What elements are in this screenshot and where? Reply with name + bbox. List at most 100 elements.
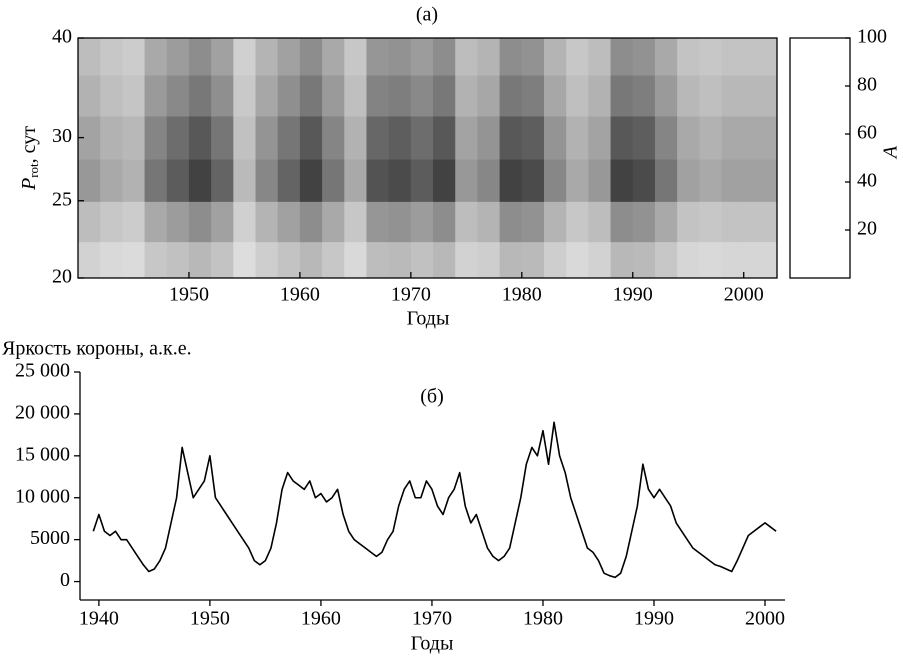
heatmap-cell [721, 75, 745, 117]
heatmap-cell [255, 241, 279, 279]
heatmap-cell [344, 159, 367, 202]
heatmap-cell [122, 159, 146, 202]
heatmap-cell [632, 75, 656, 117]
heatmap-cell [188, 38, 212, 76]
heatmap-cell [100, 241, 123, 279]
ylabel-rest: , сут [18, 126, 40, 164]
heatmap-cell [610, 38, 634, 76]
heatmap-cell [322, 38, 345, 76]
heatmap-cell [366, 159, 390, 202]
heatmap-cell [211, 159, 234, 202]
heatmap-cell [322, 159, 345, 202]
heatmap-cells [78, 38, 778, 279]
heatmap-cell [588, 75, 612, 117]
heatmap-cell [100, 201, 123, 243]
heatmap-cell [344, 241, 367, 279]
heatmap-cell [677, 75, 700, 117]
heatmap-cell [277, 241, 301, 279]
heatmap-cell [78, 75, 101, 117]
panel-b-title: (б) [420, 386, 444, 408]
heatmap-cell [632, 241, 656, 279]
colorbar-tick-label: 60 [857, 122, 877, 144]
heatmap-cell [344, 75, 367, 117]
heatmap-cell [566, 115, 589, 160]
heatmap-cell [677, 38, 700, 76]
heatmap-cell [477, 115, 501, 160]
heatmap-cell [388, 115, 412, 160]
heatmap-cell [410, 115, 434, 160]
heatmap-cell [188, 75, 212, 117]
heatmap-cell [610, 201, 634, 243]
heatmap-cell [699, 241, 723, 279]
heatmap-cell [322, 241, 345, 279]
heatmap-cell [721, 115, 745, 160]
heatmap-cell [100, 75, 123, 117]
heatmap-cell [521, 201, 545, 243]
heatmap-cell [388, 241, 412, 279]
heatmap-cell [566, 241, 589, 279]
y-tick-label: 0 [60, 569, 70, 591]
colorbar-tick-label: 80 [857, 74, 877, 96]
heatmap-cell [455, 38, 478, 76]
heatmap-cell [299, 159, 323, 202]
heatmap-cell [78, 201, 101, 243]
heatmap-cell [299, 38, 323, 76]
heatmap-cell [211, 201, 234, 243]
heatmap-cell [654, 75, 678, 117]
heatmap-cell [366, 75, 390, 117]
heatmap-cell [255, 115, 279, 160]
heatmap-cell [455, 75, 478, 117]
heatmap-cell [144, 115, 168, 160]
heatmap-cell [721, 201, 745, 243]
y-tick-label: 20 000 [15, 402, 70, 424]
heatmap-cell [455, 115, 478, 160]
heatmap-cell [654, 241, 678, 279]
heatmap-cell [255, 201, 279, 243]
y-tick-label: 10 000 [15, 485, 70, 507]
panel-a-ylabel: Prot, сут [18, 126, 41, 191]
heatmap-cell [166, 115, 190, 160]
heatmap-cell [166, 241, 190, 279]
heatmap-cell [410, 241, 434, 279]
x-tick-label: 1970 [412, 608, 452, 630]
heatmap-cell [632, 159, 656, 202]
heatmap-cell [144, 75, 168, 117]
heatmap-cell [677, 115, 700, 160]
heatmap-cell [566, 159, 589, 202]
colorbar [789, 37, 851, 279]
heatmap-cell [699, 38, 723, 76]
heatmap-cell [388, 201, 412, 243]
heatmap-cell [610, 241, 634, 279]
x-tick-label: 2000 [724, 284, 764, 306]
heatmap-cell [743, 159, 778, 202]
y-tick-label: 40 [52, 26, 72, 48]
heatmap-cell [521, 75, 545, 117]
heatmap-cell [388, 75, 412, 117]
heatmap-cell [610, 159, 634, 202]
heatmap-cell [410, 38, 434, 76]
heatmap-cell [255, 75, 279, 117]
heatmap-cell [499, 159, 523, 202]
heatmap-cell [544, 159, 567, 202]
heatmap-cell [366, 201, 390, 243]
heatmap-cell [544, 38, 567, 76]
x-tick-label: 1960 [280, 284, 320, 306]
heatmap-cell [188, 115, 212, 160]
heatmap-cell [699, 75, 723, 117]
heatmap-cell [122, 75, 146, 117]
colorbar-label: A [880, 145, 902, 160]
data-line [92, 421, 777, 579]
heatmap-cell [499, 38, 523, 76]
heatmap-cell [455, 201, 478, 243]
heatmap-cell [299, 115, 323, 160]
heatmap-cell [277, 115, 301, 160]
heatmap-cell [122, 38, 146, 76]
panel-b-ylabel: Яркость короны, а.к.е. [2, 338, 192, 360]
heatmap-cell [588, 241, 612, 279]
heatmap-cell [654, 201, 678, 243]
heatmap-cell [743, 115, 778, 160]
heatmap-cell [233, 38, 257, 76]
heatmap-cell [233, 241, 257, 279]
heatmap-cell [299, 75, 323, 117]
